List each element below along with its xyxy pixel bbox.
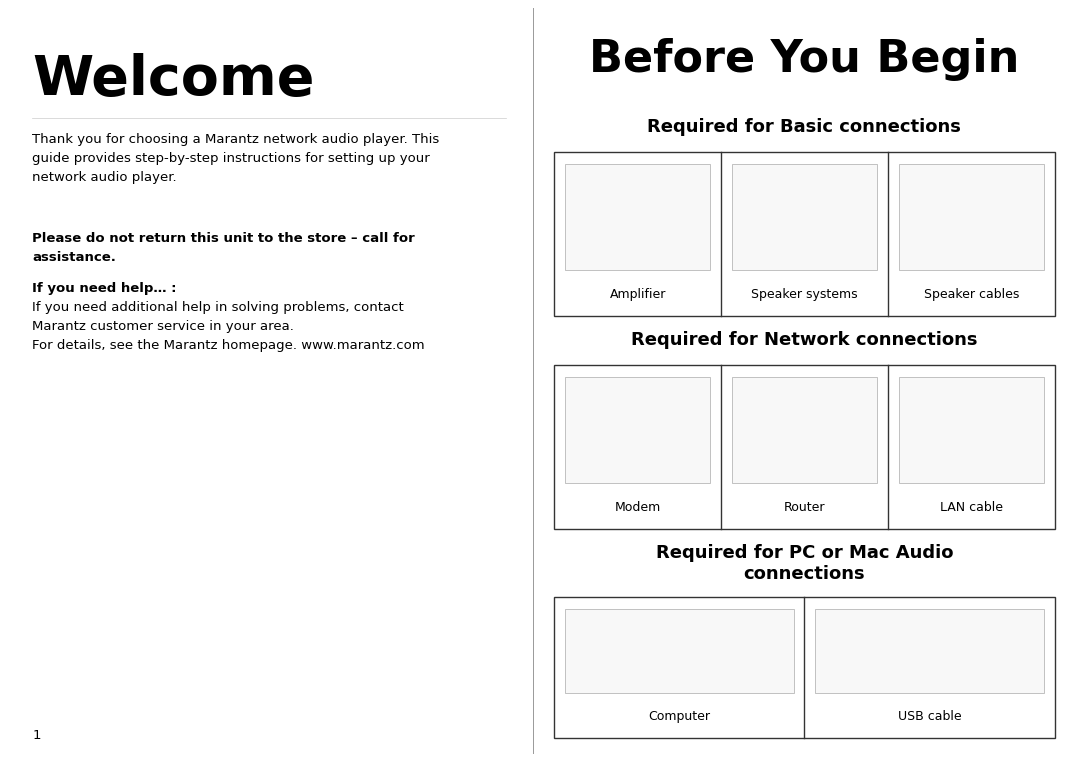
Text: Computer: Computer	[648, 710, 711, 723]
Text: Welcome: Welcome	[32, 53, 314, 107]
Text: Modem: Modem	[615, 501, 661, 514]
FancyBboxPatch shape	[815, 609, 1044, 693]
Text: USB cable: USB cable	[897, 710, 961, 723]
Text: Required for Basic connections: Required for Basic connections	[648, 118, 961, 136]
Text: If you need help… :: If you need help… :	[32, 282, 177, 295]
Text: Required for Network connections: Required for Network connections	[631, 331, 977, 349]
Text: Please do not return this unit to the store – call for
assistance.: Please do not return this unit to the st…	[32, 232, 415, 264]
Text: Before You Begin: Before You Begin	[590, 38, 1020, 81]
Text: Router: Router	[784, 501, 825, 514]
FancyBboxPatch shape	[899, 164, 1044, 270]
FancyBboxPatch shape	[899, 377, 1044, 483]
Text: Speaker systems: Speaker systems	[751, 288, 858, 301]
FancyBboxPatch shape	[554, 597, 1055, 738]
FancyBboxPatch shape	[565, 377, 711, 483]
Text: Thank you for choosing a Marantz network audio player. This
guide provides step-: Thank you for choosing a Marantz network…	[32, 133, 440, 184]
Text: If you need additional help in solving problems, contact
Marantz customer servic: If you need additional help in solving p…	[32, 301, 424, 352]
FancyBboxPatch shape	[565, 609, 794, 693]
FancyBboxPatch shape	[554, 365, 1055, 529]
Text: 1: 1	[32, 729, 41, 742]
Text: Amplifier: Amplifier	[609, 288, 665, 301]
FancyBboxPatch shape	[732, 377, 877, 483]
Text: Speaker cables: Speaker cables	[923, 288, 1018, 301]
Text: LAN cable: LAN cable	[940, 501, 1002, 514]
FancyBboxPatch shape	[554, 152, 1055, 316]
FancyBboxPatch shape	[732, 164, 877, 270]
FancyBboxPatch shape	[565, 164, 711, 270]
Text: Required for PC or Mac Audio
connections: Required for PC or Mac Audio connections	[656, 544, 954, 583]
